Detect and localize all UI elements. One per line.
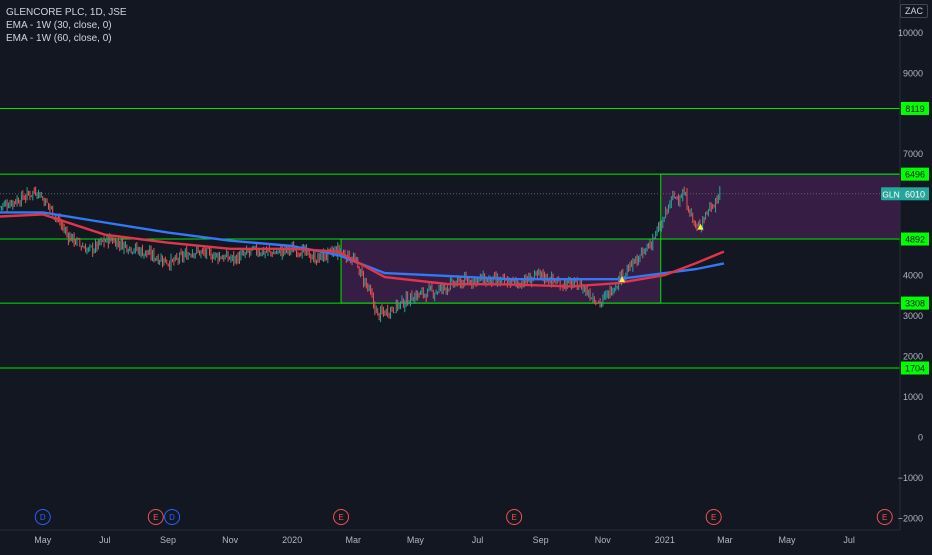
x-tick-label: Nov — [595, 535, 612, 545]
currency-button[interactable]: ZAC — [900, 4, 928, 18]
ema-60-line — [0, 213, 725, 288]
last-price-label: 6010 — [905, 189, 925, 199]
event-marker-dividend — [164, 509, 181, 525]
event-marker-earnings — [147, 509, 164, 525]
symbol-badge — [881, 187, 901, 201]
x-tick-label: Sep — [160, 535, 176, 545]
legend-title[interactable]: GLENCORE PLC, 1D, JSE — [6, 7, 127, 18]
event-label: E — [711, 513, 716, 522]
symbol-label: GLN — [882, 189, 899, 199]
signal-triangle-2 — [697, 223, 704, 230]
x-tick-label: 2020 — [282, 535, 302, 545]
x-tick-label: 2021 — [655, 535, 675, 545]
x-tick-label: Mar — [346, 535, 362, 545]
y-tick-label: 9000 — [903, 68, 923, 78]
event-label: D — [40, 513, 46, 522]
event-marker-earnings — [506, 509, 523, 525]
event-marker-earnings — [333, 509, 350, 525]
level-label-bg — [901, 101, 929, 115]
level-label: 3308 — [905, 299, 925, 309]
level-label: 4892 — [905, 235, 925, 245]
x-tick-label: Jul — [843, 535, 855, 545]
x-tick-label: Jul — [472, 535, 484, 545]
event-marker-earnings — [876, 509, 893, 525]
legend-ema-60[interactable]: EMA - 1W (60, close, 0) — [6, 33, 112, 44]
event-label: E — [153, 513, 158, 522]
legend-ema-30[interactable]: EMA - 1W (30, close, 0) — [6, 20, 112, 31]
x-tick-label: May — [407, 535, 425, 545]
event-label: E — [338, 513, 343, 522]
level-label: 6496 — [905, 170, 925, 180]
event-marker-dividend — [34, 509, 51, 525]
y-tick-label: −2000 — [898, 513, 923, 523]
x-tick-label: Nov — [222, 535, 239, 545]
x-tick-label: Jul — [99, 535, 111, 545]
signal-triangle-1 — [619, 276, 626, 283]
y-tick-label: −1000 — [898, 473, 923, 483]
level-label-bg — [901, 232, 929, 246]
level-label-bg — [901, 361, 929, 375]
y-tick-label: 1000 — [903, 392, 923, 402]
chart-legend: GLENCORE PLC, 1D, JSE EMA - 1W (30, clos… — [6, 6, 127, 45]
y-tick-label: 7000 — [903, 149, 923, 159]
x-tick-label: May — [34, 535, 52, 545]
ema-30-line — [0, 211, 725, 281]
last-price-badge — [901, 187, 929, 201]
event-label: E — [511, 513, 516, 522]
event-label: D — [169, 513, 175, 522]
level-label-bg — [901, 167, 929, 181]
event-marker-earnings — [705, 509, 722, 525]
x-tick-label: May — [778, 535, 796, 545]
x-tick-label: Sep — [533, 535, 549, 545]
event-label: E — [882, 513, 887, 522]
level-label: 8119 — [905, 104, 924, 114]
y-tick-label: 4000 — [903, 271, 923, 281]
level-label-bg — [901, 296, 929, 310]
y-tick-label: 10000 — [898, 28, 923, 38]
y-tick-label: 0 — [918, 432, 923, 442]
y-tick-label: 2000 — [903, 352, 923, 362]
y-tick-label: 3000 — [903, 311, 923, 321]
level-label: 1704 — [905, 364, 925, 374]
x-tick-label: Mar — [717, 535, 733, 545]
